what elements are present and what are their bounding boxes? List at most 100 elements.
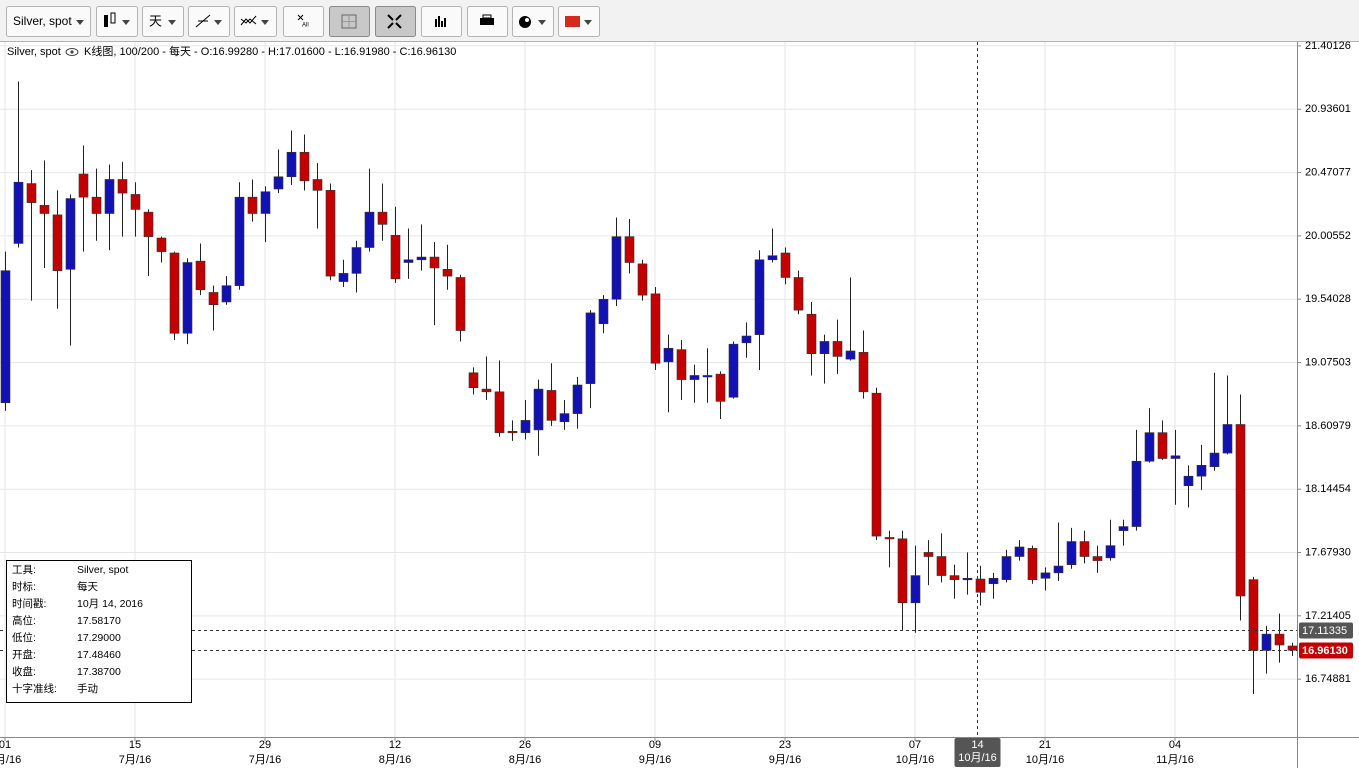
candle-body <box>377 211 388 225</box>
symbol-button[interactable]: Silver, spot <box>6 6 91 37</box>
candle-body <box>65 198 76 270</box>
candle-body <box>962 577 973 581</box>
x-tick-label: 29 <box>259 739 271 751</box>
button-frame <box>283 6 324 37</box>
candle-body <box>910 575 921 604</box>
x-tick-sublabel: 7月/16 <box>0 754 21 766</box>
x-tick-label: 07 <box>909 739 921 751</box>
candle-body <box>1066 541 1077 565</box>
info-value: Silver, spot <box>77 564 128 576</box>
button-frame <box>96 6 138 37</box>
candle-body <box>715 373 726 402</box>
y-tick-label: 18.14454 <box>1305 483 1351 495</box>
candle-body <box>884 537 895 540</box>
candle-body <box>1209 452 1220 467</box>
candle-body <box>39 205 50 214</box>
y-tick-label: 20.93601 <box>1305 103 1351 115</box>
candle-body <box>208 292 219 306</box>
x-tick-label: 12 <box>389 739 401 751</box>
x-tick-sublabel: 10月/16 <box>1026 754 1065 766</box>
candle-body <box>923 552 934 557</box>
symbol-label: Silver, spot <box>13 14 72 28</box>
print-button[interactable] <box>467 6 508 37</box>
chart-type-button[interactable] <box>96 6 138 37</box>
last-price-label: 16.96130 <box>1302 645 1348 657</box>
x-tick-sublabel: 7月/16 <box>119 754 151 766</box>
candle-body <box>936 556 947 576</box>
candle-body <box>819 341 830 355</box>
info-label: 时标: <box>12 581 36 593</box>
info-label: 低位: <box>12 631 36 644</box>
candle-body <box>143 211 154 237</box>
candle-body <box>195 260 206 291</box>
candle-body <box>1105 545 1116 559</box>
y-tick-label: 20.47077 <box>1305 166 1351 178</box>
x-tick-label: 04 <box>1169 739 1181 751</box>
info-value: 手动 <box>77 682 98 695</box>
info-label: 工具: <box>12 564 36 576</box>
candle-body <box>949 575 960 580</box>
candle-body <box>338 273 349 282</box>
x-tick-sublabel: 9月/16 <box>769 754 801 766</box>
info-value: 17.38700 <box>77 666 121 678</box>
candle-body <box>325 190 336 277</box>
info-value: 17.48460 <box>77 649 121 661</box>
candle-body <box>442 269 453 277</box>
eye-pupil <box>70 50 74 54</box>
period-label: 天 <box>149 13 162 28</box>
button-frame <box>6 6 91 37</box>
candle-body <box>1079 541 1090 557</box>
candle-body <box>520 420 531 433</box>
x-tick-sublabel: 9月/16 <box>639 754 671 766</box>
icon <box>482 14 492 19</box>
color-button[interactable] <box>512 6 554 37</box>
candle-body <box>1131 460 1142 527</box>
header-symbol: Silver, spot <box>7 46 61 58</box>
period-button[interactable]: 天 <box>142 6 184 37</box>
language-button[interactable] <box>558 6 600 37</box>
draw-line-button[interactable] <box>188 6 230 37</box>
candle-body <box>689 375 700 380</box>
candle-body <box>468 372 479 389</box>
dropdown-arrow <box>76 20 84 25</box>
crosshair-x-label: 14 <box>971 739 983 751</box>
candle-body <box>663 347 674 363</box>
candle-body <box>702 375 713 378</box>
info-value: 10月 14, 2016 <box>77 598 143 610</box>
candle-body <box>1001 556 1012 580</box>
icon <box>104 15 108 27</box>
button-frame <box>188 6 230 37</box>
candle-body <box>793 277 804 311</box>
info-label: 收盘: <box>12 665 36 678</box>
candle-body <box>1170 455 1181 459</box>
icon <box>342 15 356 28</box>
zoom-fit-button[interactable] <box>375 6 416 37</box>
candle-body <box>832 341 843 357</box>
candle-body <box>403 259 414 263</box>
y-tick-label: 17.67930 <box>1305 546 1351 558</box>
dropdown-arrow <box>122 20 130 25</box>
candle-body <box>728 343 739 398</box>
candle-body <box>1261 633 1272 651</box>
candle-body <box>1196 465 1207 477</box>
y-tick-label: 21.40126 <box>1305 40 1351 52</box>
candle-body <box>975 578 986 593</box>
x-tick-label: 26 <box>519 739 531 751</box>
candle-body <box>1183 475 1194 487</box>
candle-body <box>1274 633 1285 646</box>
button-frame <box>512 6 554 37</box>
indicator-button[interactable] <box>234 6 277 37</box>
candle-body <box>1144 432 1155 462</box>
candle-body <box>533 388 544 431</box>
candle-body <box>611 236 622 300</box>
candle-body <box>1287 645 1298 651</box>
volume-button[interactable] <box>421 6 462 37</box>
delete-all-button[interactable]: All <box>283 6 324 37</box>
candle-body <box>572 384 583 414</box>
candle-body <box>26 183 37 203</box>
crosshair-button[interactable] <box>329 6 370 37</box>
candle-body <box>624 236 635 263</box>
candle-body <box>312 179 323 191</box>
candle-body <box>650 293 661 364</box>
